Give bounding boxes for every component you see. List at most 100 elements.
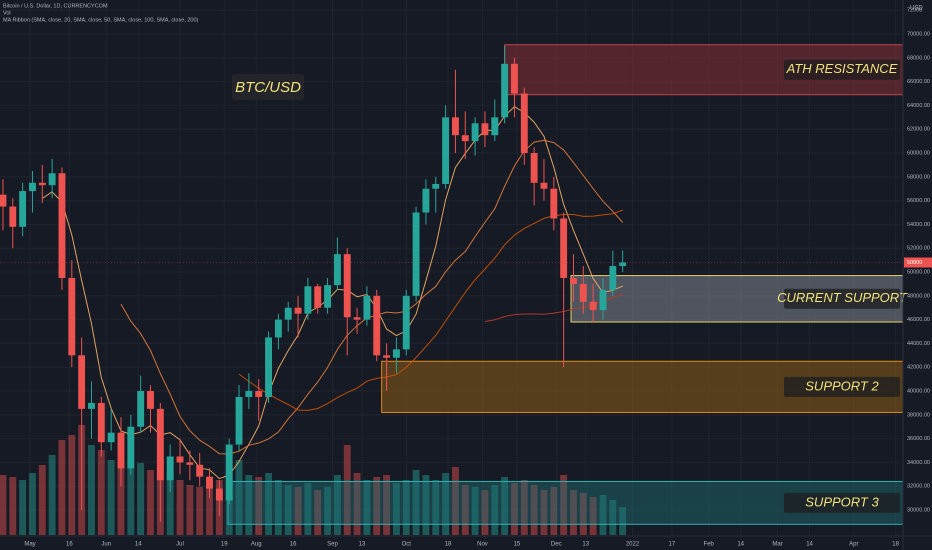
y-tick-label: 58000.00 <box>907 174 930 180</box>
volume-bar <box>147 470 154 535</box>
candle-body <box>274 319 282 338</box>
volume-bar <box>451 467 459 535</box>
candle-body <box>245 391 253 397</box>
volume-bar <box>560 475 568 535</box>
y-axis-label: USD <box>910 6 923 12</box>
x-tick-label: May <box>24 542 35 548</box>
candle-body <box>215 488 223 501</box>
legend-line: Vol <box>3 10 11 16</box>
y-tick-label: 52000.00 <box>907 246 930 252</box>
x-tick-label: 2022 <box>626 542 640 548</box>
volume-bar <box>471 487 479 535</box>
x-tick-label: Apr <box>849 542 858 548</box>
zone-label: ATH RESISTANCE <box>786 61 898 76</box>
volume-bar <box>324 487 332 535</box>
x-tick-label: Oct <box>402 542 412 548</box>
volume-bar <box>333 475 341 535</box>
volume-bar <box>284 485 292 535</box>
volume-bar <box>412 470 420 535</box>
candle-body <box>176 456 184 463</box>
candle-body <box>117 432 125 469</box>
volume-bar <box>294 487 302 535</box>
volume-bar <box>599 495 607 535</box>
volume-bar <box>422 475 430 535</box>
candle-body <box>422 188 430 213</box>
volume-bar <box>48 455 56 535</box>
volume-bar <box>520 480 528 535</box>
x-tick-label: Sep <box>327 542 338 548</box>
candle-body <box>432 183 440 189</box>
candle-body <box>284 307 292 320</box>
volume-bar <box>363 480 371 535</box>
candle-body <box>235 396 243 445</box>
last-price-label: 50800 <box>907 260 922 266</box>
candle-body <box>186 462 194 465</box>
candle-body <box>451 117 459 136</box>
candle-body <box>570 277 577 284</box>
candle-body <box>29 182 36 192</box>
candle-body <box>294 307 302 314</box>
volume-bar <box>245 475 253 535</box>
candle-body <box>0 194 7 207</box>
candle-body <box>255 391 263 397</box>
candle-body <box>609 266 617 290</box>
y-tick-label: 40000.00 <box>907 388 930 394</box>
volume-bar <box>186 485 194 535</box>
volume-bar <box>137 463 145 535</box>
volume-bar <box>166 473 174 535</box>
candle-body <box>166 456 174 481</box>
volume-bar <box>373 477 381 535</box>
y-tick-label: 66000.00 <box>907 79 930 85</box>
y-tick-label: 56000.00 <box>907 198 930 204</box>
volume-bar <box>540 490 548 535</box>
candle-body <box>363 295 371 320</box>
y-tick-label: 62000.00 <box>907 127 930 133</box>
candle-body <box>147 391 154 409</box>
x-tick-label: Jul <box>176 542 184 548</box>
zone-label: SUPPORT 3 <box>805 494 879 509</box>
candle-body <box>579 283 587 302</box>
x-tick-label: Dec <box>551 542 562 548</box>
candle-body <box>511 63 518 94</box>
volume-bar <box>579 493 587 535</box>
candle-body <box>491 117 499 136</box>
volume-bar <box>9 477 17 535</box>
x-tick-label: Nov <box>477 542 488 548</box>
y-tick-label: 36000.00 <box>907 436 930 442</box>
volume-bar <box>530 485 538 535</box>
volume-bar <box>432 480 440 535</box>
x-tick-label: 16 <box>290 542 297 548</box>
volume-bar <box>481 490 489 535</box>
last-price-tag <box>904 257 932 268</box>
legend-line: MA Ribbon (SMA, close, 20, SMA, close, 5… <box>3 17 199 23</box>
x-tick-label: 16 <box>66 542 73 548</box>
x-tick-label: Aug <box>251 542 262 548</box>
x-tick-label: 18 <box>445 542 452 548</box>
candle-body <box>560 218 568 278</box>
volume-bar <box>255 477 263 535</box>
title-box <box>232 74 304 100</box>
candle-body <box>127 426 135 469</box>
x-tick-label: 18 <box>892 542 899 548</box>
candle-body <box>314 286 322 308</box>
volume-bar <box>206 485 213 535</box>
candle-body <box>97 402 105 443</box>
volume-bar <box>461 485 469 535</box>
volume-bar <box>550 487 558 535</box>
candle-body <box>550 188 558 219</box>
candle-body <box>402 295 410 350</box>
y-tick-label: 68000.00 <box>907 55 930 61</box>
candle-body <box>442 117 450 184</box>
x-tick-label: Mar <box>772 542 782 548</box>
candle-body <box>137 391 145 427</box>
labels: 30000.00 32000.00 34000.00 36000.00 38000.00… <box>0 8 932 548</box>
y-tick-label: 42000.00 <box>907 365 930 371</box>
chart-title: BTC/USD <box>235 79 301 96</box>
volume-bar <box>107 460 115 535</box>
volume-bar <box>235 460 243 535</box>
candle-body <box>392 349 400 358</box>
candles <box>0 45 627 522</box>
volume-bar <box>442 473 450 535</box>
volume <box>0 425 627 535</box>
